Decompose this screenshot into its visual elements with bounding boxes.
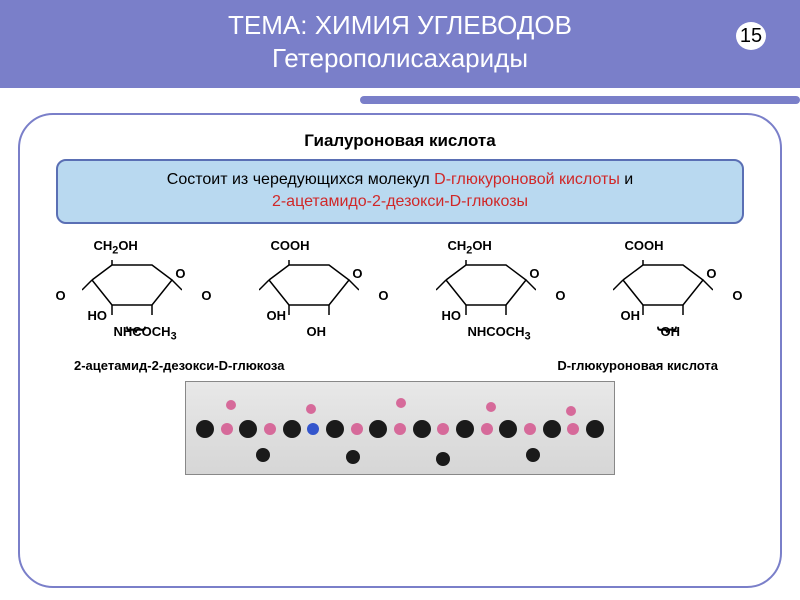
hexagon-icon xyxy=(436,260,536,315)
sugar-unit-4: COOH O OH O OH ︸ xyxy=(591,238,741,358)
sugar2-oh: OH xyxy=(267,308,287,323)
info-text-red-1: D-глюкуроновой кислоты xyxy=(434,171,620,188)
hexagon-icon xyxy=(259,260,359,315)
sugar-unit-3: CH2OH O HO O NHCOCH3 xyxy=(414,238,564,358)
hexagon-icon xyxy=(82,260,182,315)
header-subtitle: Гетерополисахариды xyxy=(0,43,800,74)
brace-icon: ︸ xyxy=(611,321,721,350)
main-title: Гиалуроновая кислота xyxy=(46,131,754,151)
content-frame: Гиалуроновая кислота Состоит из чередующ… xyxy=(18,113,782,588)
sugar1-top: CH xyxy=(94,238,113,253)
composition-box: Состоит из чередующихся молекул D-глюкур… xyxy=(56,159,744,224)
brace-icon: ︸ xyxy=(80,321,190,350)
slide-number: 15 xyxy=(736,22,766,50)
sugar4-top: COOH xyxy=(625,238,664,253)
sugar3-o-link: O xyxy=(555,288,565,303)
sugar2-top: COOH xyxy=(271,238,310,253)
info-text-1: Состоит из чередующихся молекул xyxy=(167,171,434,188)
structure-row: CH2OH O O HO O NHCOCH3 ︸ COOH O OH O OH … xyxy=(46,238,754,358)
molecule-3d-image xyxy=(185,381,615,475)
sugar-unit-1: CH2OH O O HO O NHCOCH3 ︸ xyxy=(60,238,210,358)
sugar3-top: CH xyxy=(448,238,467,253)
hexagon-icon xyxy=(613,260,713,315)
sugar3-bottom: NHCOCH xyxy=(468,324,525,339)
accent-line xyxy=(360,96,800,104)
sugar2-o-link: O xyxy=(378,288,388,303)
info-text-red-2: 2-ацетамидо-2-дезокси-D-глюкозы xyxy=(272,193,528,210)
sugar3-top2: OH xyxy=(472,238,492,253)
slide-header: ТЕМА: ХИМИЯ УГЛЕВОДОВ Гетерополисахариды… xyxy=(0,0,800,88)
molecule-chain xyxy=(196,424,604,434)
sugar1-o-left: O xyxy=(56,288,66,303)
sugar3-bsub: 3 xyxy=(525,330,531,342)
sugar3-ho: HO xyxy=(442,308,462,323)
info-text-and: и xyxy=(620,171,633,188)
header-title: ТЕМА: ХИМИЯ УГЛЕВОДОВ xyxy=(0,10,800,41)
sugar-unit-2: COOH O OH O OH xyxy=(237,238,387,358)
sugar4-o-link: O xyxy=(732,288,742,303)
sugar1-top2: OH xyxy=(118,238,138,253)
sugar2-bottom: OH xyxy=(307,324,327,339)
label-right: D-глюкуроновая кислота xyxy=(557,358,718,373)
structure-labels: 2-ацетамид-2-дезокси-D-глюкоза D-глюкуро… xyxy=(74,358,718,373)
label-left: 2-ацетамид-2-дезокси-D-глюкоза xyxy=(74,358,284,373)
sugar1-o-link: O xyxy=(201,288,211,303)
